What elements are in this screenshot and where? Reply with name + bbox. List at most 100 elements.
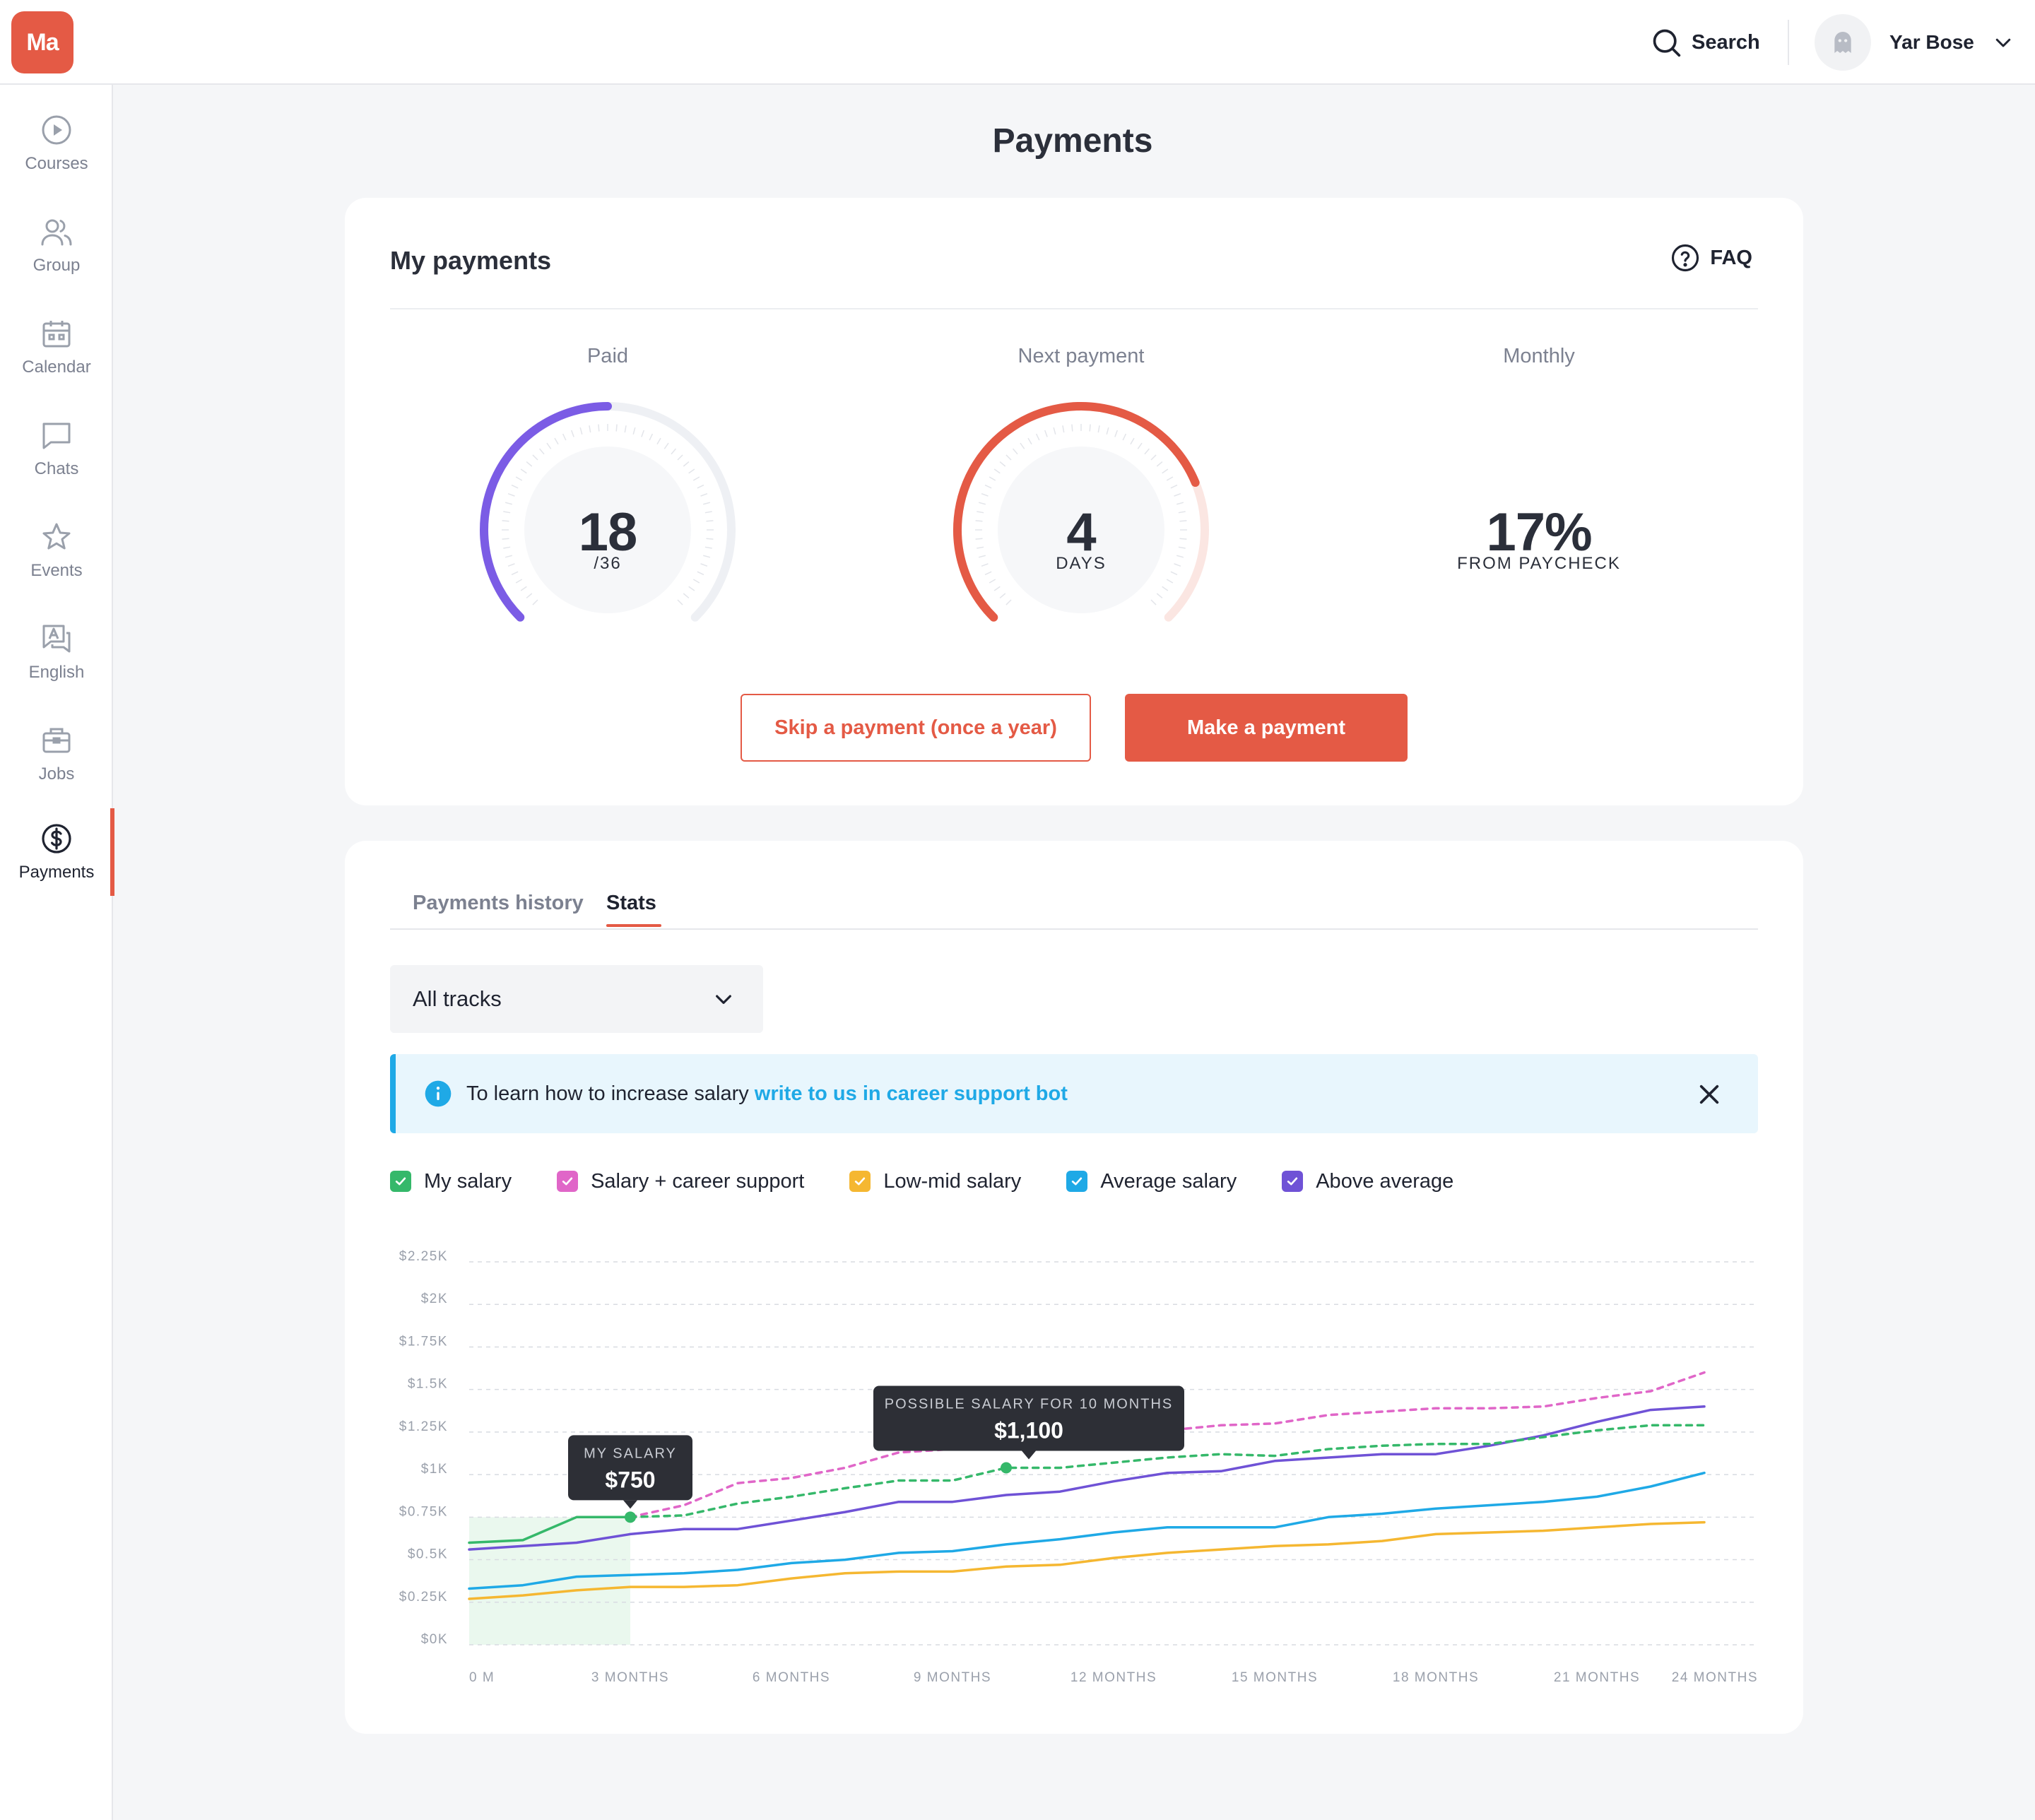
faq-link[interactable]: FAQ <box>1670 243 1752 273</box>
y-tick-label: $0K <box>421 1632 448 1647</box>
x-tick-label: 24 MONTHS <box>1672 1670 1758 1685</box>
calendar-icon <box>42 321 71 348</box>
divider <box>390 308 1758 309</box>
x-tick-label: 0 M <box>469 1670 495 1685</box>
tab-payments-history[interactable]: Payments history <box>413 892 584 914</box>
next-payment-gauge <box>953 402 1209 622</box>
language-icon <box>42 625 71 653</box>
possible-salary-tooltip: POSSIBLE SALARY FOR 10 MONTHS $1,100 <box>873 1385 1184 1460</box>
x-tick-label: 9 MONTHS <box>914 1670 991 1685</box>
faq-label: FAQ <box>1710 246 1752 269</box>
sidebar-item-label: Payments <box>18 863 95 882</box>
active-tab-indicator <box>606 924 661 927</box>
monthly-label: Monthly <box>1503 345 1575 367</box>
chat-icon <box>42 422 71 449</box>
gauge-ticks <box>975 424 1187 605</box>
sidebar-item-payments[interactable]: Payments <box>0 808 114 896</box>
tooltip-background <box>568 1435 692 1501</box>
sidebar-item-label: Group <box>33 256 81 275</box>
tooltip-caption: POSSIBLE SALARY FOR 10 MONTHS <box>885 1396 1174 1412</box>
tooltip-pointer <box>1022 1450 1036 1460</box>
y-tick-label: $1.75K <box>399 1334 448 1349</box>
sidebar-item-events[interactable]: Events <box>0 507 113 594</box>
paid-value: 18 <box>578 502 638 562</box>
tabs-divider <box>390 928 1758 930</box>
next-payment-value: 4 <box>1066 502 1096 562</box>
legend-label: Low-mid salary <box>883 1169 1022 1193</box>
make-payment-button[interactable]: Make a payment <box>1125 694 1408 762</box>
avatar <box>1815 14 1871 71</box>
legend-item[interactable]: Average salary <box>1066 1170 1237 1193</box>
search-button[interactable]: Search <box>1651 25 1760 59</box>
star-icon <box>42 523 71 550</box>
user-menu[interactable]: Yar Bose <box>1815 14 2014 71</box>
y-tick-label: $2.25K <box>399 1249 448 1264</box>
top-bar: Ma Search Yar Bose <box>0 0 2035 85</box>
sidebar-item-label: English <box>28 663 85 682</box>
card-title: My payments <box>390 246 552 275</box>
sidebar-item-group[interactable]: Group <box>0 201 113 289</box>
sidebar-item-calendar[interactable]: Calendar <box>0 303 113 391</box>
series-line-my-salary <box>468 1515 632 1544</box>
y-tick-label: $1.5K <box>408 1377 448 1392</box>
info-banner: To learn how to increase salary write to… <box>390 1054 1758 1133</box>
legend-label: My salary <box>424 1169 512 1193</box>
checkbox[interactable] <box>390 1171 411 1192</box>
skip-payment-button[interactable]: Skip a payment (once a year) <box>741 694 1091 762</box>
sidebar-item-jobs[interactable]: Jobs <box>0 710 113 798</box>
y-tick-label: $0.75K <box>399 1504 448 1519</box>
gauge-inner-disc <box>524 447 691 613</box>
check-icon <box>855 1177 866 1186</box>
x-tick-label: 18 MONTHS <box>1393 1670 1479 1685</box>
help-circle-icon <box>1672 244 1699 272</box>
salary-chart: $0K $0.25K $0.5K $0.75K $1K $1.25K $1.5K $1.75K… <box>399 1249 1758 1685</box>
tab-stats[interactable]: Stats <box>606 892 656 914</box>
legend-item[interactable]: My salary <box>390 1170 512 1193</box>
monthly-value: 17% <box>1486 502 1592 562</box>
series-line-low-mid-salary <box>468 1520 1706 1600</box>
sidebar-item-english[interactable]: English <box>0 608 113 696</box>
possible-salary-point[interactable] <box>1001 1462 1012 1474</box>
y-tick-label: $2K <box>421 1292 448 1306</box>
stats-card: Payments history Stats All tracks To lea… <box>345 841 1803 1734</box>
gauge-inner-disc <box>998 447 1164 613</box>
users-icon <box>41 219 72 246</box>
info-icon <box>425 1080 452 1107</box>
track-select[interactable]: All tracks <box>390 965 763 1033</box>
sidebar-item-label: Calendar <box>22 358 91 377</box>
legend-item[interactable]: Above average <box>1282 1170 1453 1193</box>
legend-item[interactable]: Low-mid salary <box>849 1170 1021 1193</box>
check-icon <box>1287 1177 1298 1186</box>
my-salary-point[interactable] <box>625 1511 636 1523</box>
sidebar-item-label: Courses <box>25 154 88 173</box>
checkbox[interactable] <box>1282 1171 1304 1192</box>
checkbox[interactable] <box>1066 1171 1088 1192</box>
app-logo[interactable]: Ma <box>11 11 73 73</box>
y-tick-label: $1.25K <box>399 1419 448 1434</box>
checkbox[interactable] <box>557 1171 579 1192</box>
sidebar-item-chats[interactable]: Chats <box>0 405 113 492</box>
my-salary-tooltip: MY SALARY $750 <box>568 1435 692 1509</box>
sidebar-item-label: Events <box>30 561 83 580</box>
checkbox[interactable] <box>849 1171 871 1192</box>
check-icon <box>562 1177 573 1186</box>
dollar-circle-icon <box>42 824 71 853</box>
sidebar-item-label: Jobs <box>38 764 75 784</box>
check-icon <box>395 1177 406 1186</box>
search-label: Search <box>1692 30 1760 54</box>
series-line-average-salary <box>468 1471 1706 1590</box>
user-name: Yar Bose <box>1889 31 1974 53</box>
close-icon[interactable] <box>1697 1082 1721 1106</box>
series-line-my-salary <box>629 1424 1706 1519</box>
x-tick-label: 21 MONTHS <box>1554 1670 1640 1685</box>
banner-text: To learn how to increase salary <box>466 1082 749 1105</box>
chevron-down-icon <box>1995 38 2011 47</box>
briefcase-icon <box>42 728 71 753</box>
sidebar-item-courses[interactable]: Courses <box>0 100 113 187</box>
play-circle-icon <box>42 115 71 145</box>
career-bot-link[interactable]: write to us in career support bot <box>754 1082 1068 1105</box>
search-icon <box>1653 29 1681 57</box>
legend-item[interactable]: Salary + career support <box>557 1170 804 1193</box>
y-tick-label: $1K <box>421 1462 448 1477</box>
header-divider <box>1788 20 1789 65</box>
